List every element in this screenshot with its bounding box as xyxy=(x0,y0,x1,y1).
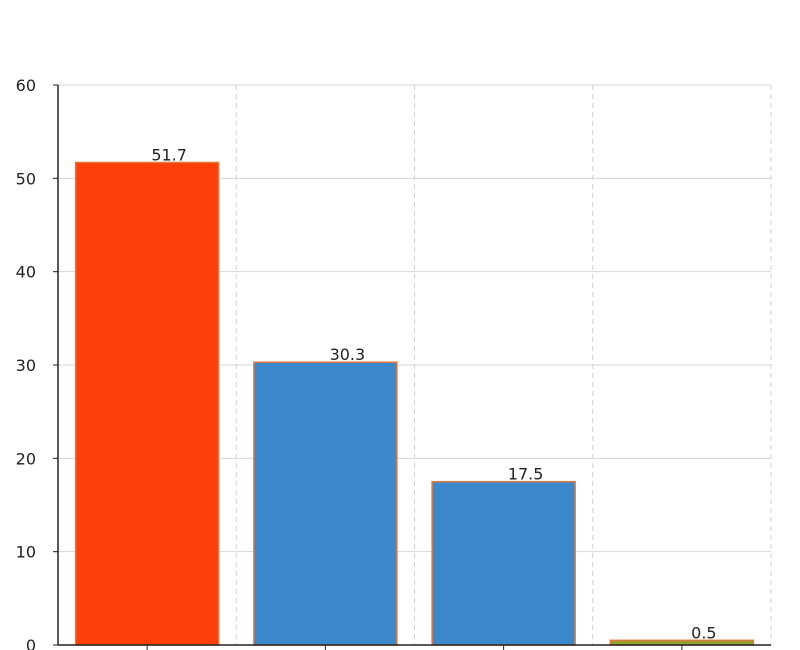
bar xyxy=(74,161,220,646)
data-label: 51.7 xyxy=(151,145,187,164)
y-tick-label: 0 xyxy=(26,636,36,650)
data-label: 17.5 xyxy=(508,465,544,484)
y-tick-label: 20 xyxy=(16,449,36,468)
bar xyxy=(431,480,576,646)
y-tick-label: 50 xyxy=(16,169,36,188)
axes xyxy=(53,84,771,650)
y-tick-label: 10 xyxy=(16,543,36,562)
data-label: 30.3 xyxy=(330,345,366,364)
y-tick-label: 40 xyxy=(16,263,36,282)
y-tick-label: 60 xyxy=(16,76,36,95)
bar xyxy=(253,361,398,646)
data-label: 0.5 xyxy=(691,623,716,642)
labels: 0 10 20 30 40 50 60 51.7 30.3 17.5 0.5 xyxy=(16,76,717,650)
y-tick-label: 30 xyxy=(16,356,36,375)
bars xyxy=(74,161,755,646)
